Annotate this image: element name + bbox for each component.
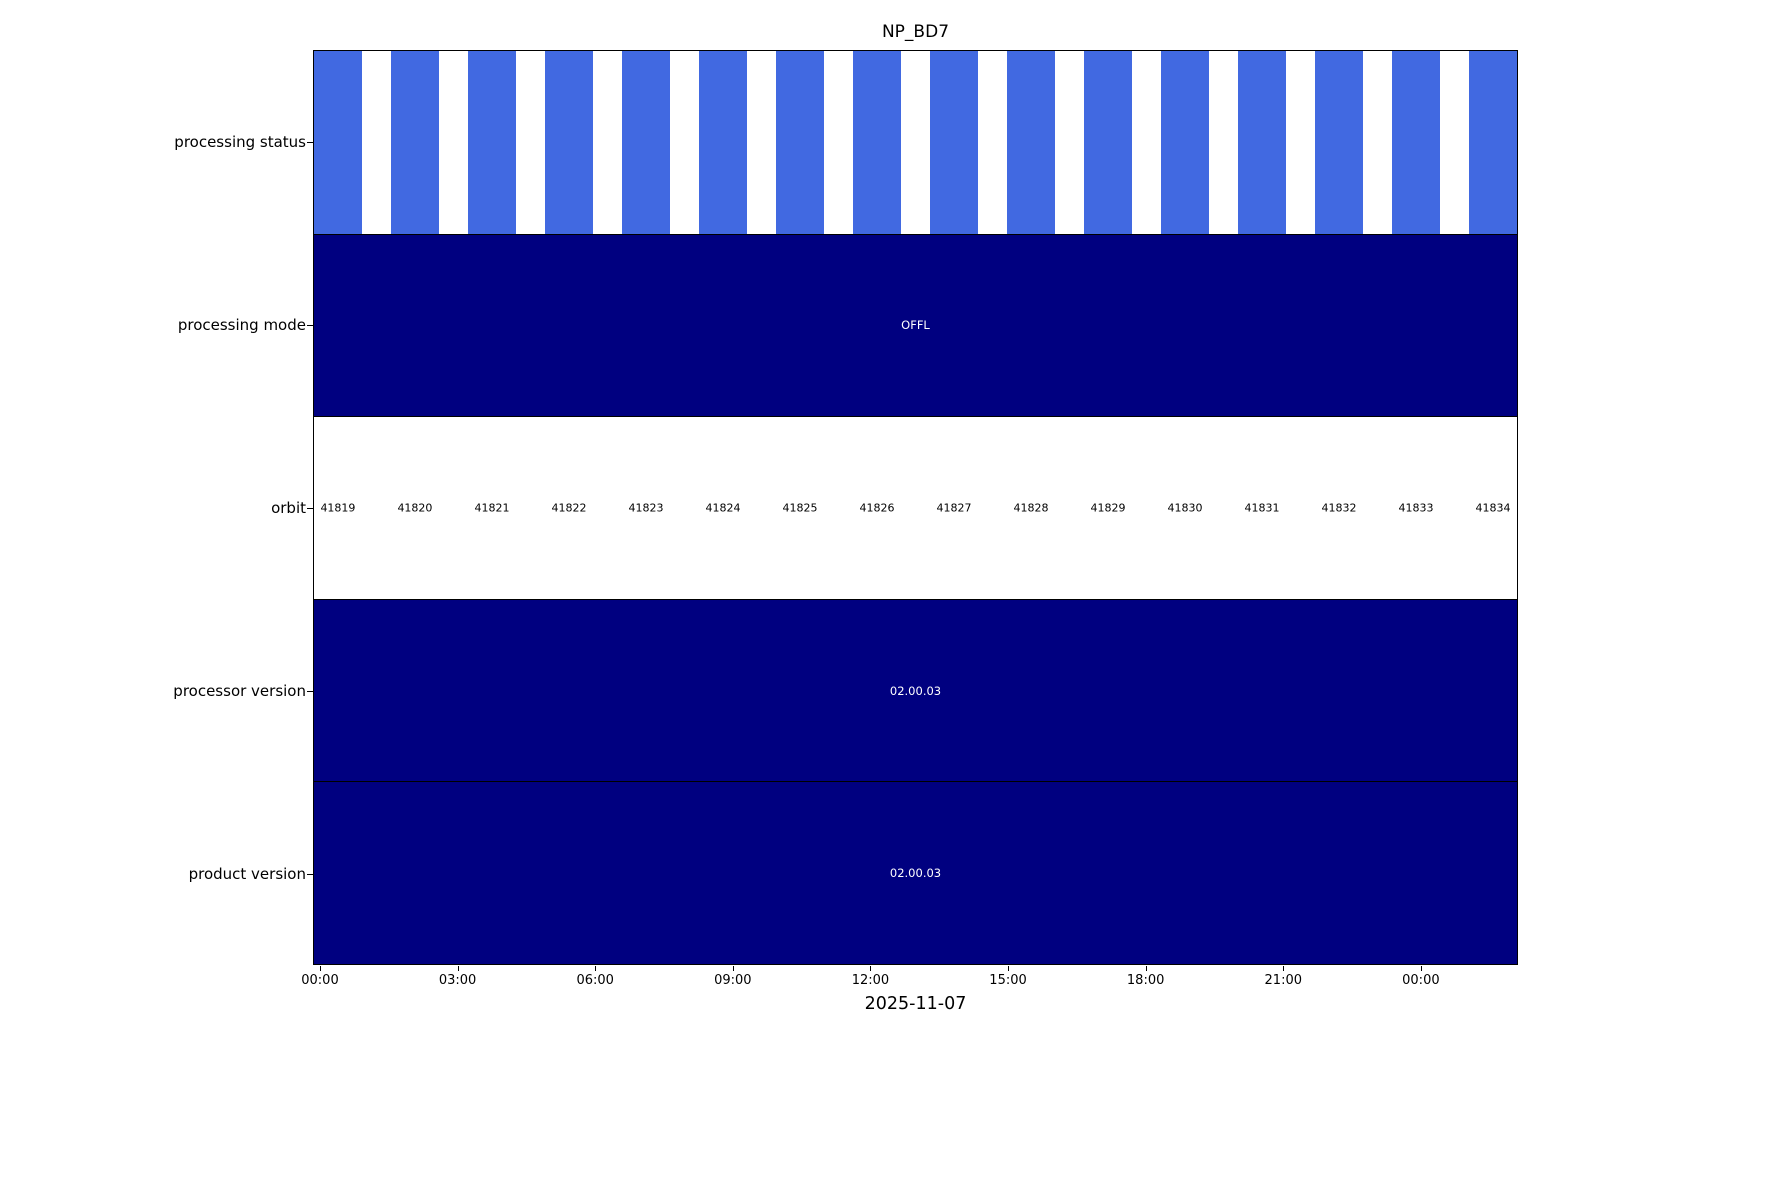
x-tick-label: 09:00: [714, 973, 752, 988]
orbit-number: 41828: [1013, 501, 1049, 515]
processing-mode-value: OFFL: [901, 318, 930, 333]
orbit-number: 41819: [320, 501, 356, 515]
x-axis-label: 2025-11-07: [864, 994, 967, 1014]
row-label-product-version: product version: [188, 864, 306, 883]
x-tick-label: 03:00: [438, 973, 477, 988]
x-tick-mark: [1420, 966, 1422, 971]
x-tick-label: 15:00: [989, 973, 1027, 988]
orbit-number: 41820: [397, 501, 433, 515]
status-bar-orbit-41823: [622, 51, 670, 234]
row-label-orbit: orbit: [271, 498, 306, 517]
orbit-number: 41830: [1167, 501, 1203, 515]
orbit-number: 41827: [936, 501, 972, 515]
row-processor-version: 02.00.03: [314, 598, 1517, 782]
orbit-number: 41832: [1321, 501, 1357, 515]
chart-title: NP_BD7: [881, 22, 950, 42]
status-bar-orbit-41829: [1084, 51, 1132, 234]
x-tick-label: 12:00: [851, 973, 890, 988]
plot-area: OFFL 41819 41820 41821 41822 41823 41824 41825 4…: [313, 50, 1518, 965]
status-bar-orbit-41828: [1007, 51, 1055, 234]
y-tick-mark: [307, 141, 313, 143]
status-bar-orbit-41825: [776, 51, 824, 234]
y-tick-mark: [307, 324, 313, 326]
row-orbit: 41819 41820 41821 41822 41823 41824 41825 41826…: [314, 416, 1517, 599]
x-tick-mark: [319, 966, 321, 971]
product-version-value: 02.00.03: [889, 866, 942, 881]
x-tick-mark: [595, 966, 597, 971]
row-label-processing-mode: processing mode: [177, 315, 306, 334]
x-tick-mark: [1145, 966, 1147, 971]
orbit-number: 41831: [1244, 501, 1280, 515]
y-tick-mark: [307, 873, 313, 875]
status-bar-orbit-41821: [468, 51, 516, 234]
row-product-version: 02.00.03: [314, 781, 1517, 964]
status-bar-orbit-41819: [314, 51, 362, 234]
status-bar-orbit-41827: [930, 51, 978, 234]
status-bar-orbit-41824: [699, 51, 747, 234]
x-tick-mark: [732, 966, 734, 971]
status-bar-orbit-41826: [853, 51, 901, 234]
x-tick-mark: [457, 966, 459, 971]
orbit-number: 41825: [782, 501, 818, 515]
processor-version-value: 02.00.03: [889, 683, 942, 698]
y-tick-mark: [307, 690, 313, 692]
row-label-processing-status: processing status: [174, 132, 306, 151]
status-bar-orbit-41831: [1238, 51, 1286, 234]
status-bar-orbit-41822: [545, 51, 593, 234]
status-bar-orbit-41830: [1161, 51, 1209, 234]
orbit-number: 41824: [705, 501, 741, 515]
orbit-number: 41826: [859, 501, 895, 515]
status-bar-orbit-41820: [391, 51, 439, 234]
status-bar-orbit-41832: [1315, 51, 1363, 234]
x-tick-mark: [1283, 966, 1285, 971]
orbit-number: 41821: [474, 501, 510, 515]
x-tick-mark: [1008, 966, 1010, 971]
row-label-processor-version: processor version: [173, 681, 306, 700]
x-tick-label: 00:00: [1402, 973, 1440, 988]
orbit-number: 41822: [551, 501, 587, 515]
orbit-number: 41834: [1475, 501, 1511, 515]
x-tick-label: 21:00: [1264, 973, 1302, 988]
orbit-number: 41829: [1090, 501, 1126, 515]
row-processing-mode: OFFL: [314, 233, 1517, 417]
orbit-number: 41833: [1398, 501, 1434, 515]
status-bar-orbit-41833: [1392, 51, 1440, 234]
x-tick-mark: [870, 966, 872, 971]
x-tick-label: 00:00: [301, 973, 339, 988]
orbit-number: 41823: [628, 501, 664, 515]
status-bar-orbit-41834: [1469, 51, 1517, 234]
x-tick-label: 18:00: [1126, 973, 1165, 988]
y-tick-mark: [307, 507, 313, 509]
row-processing-status: [314, 51, 1517, 234]
x-tick-label: 06:00: [576, 973, 614, 988]
